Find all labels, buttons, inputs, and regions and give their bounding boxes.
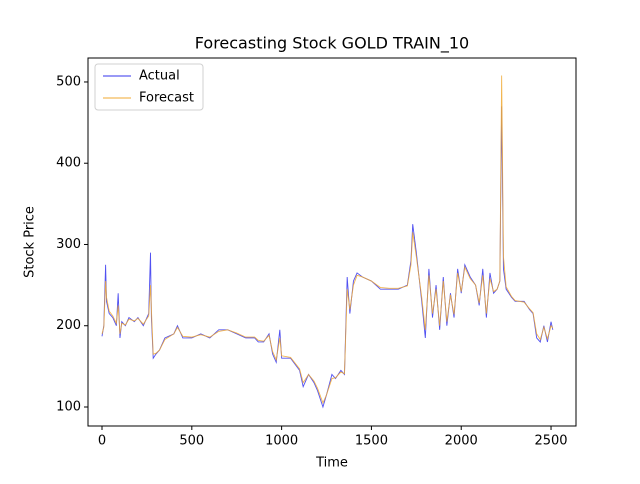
x-axis-label: Time [315, 456, 348, 471]
x-tick-label: 2500 [534, 434, 567, 449]
legend-label: Actual [139, 69, 180, 84]
y-tick-label: 400 [56, 156, 81, 171]
y-tick-label: 500 [56, 74, 81, 89]
chart-title: Forecasting Stock GOLD TRAIN_10 [195, 34, 469, 54]
y-tick-label: 300 [56, 237, 81, 252]
x-tick-label: 2000 [445, 434, 478, 449]
x-tick-label: 1000 [265, 434, 298, 449]
y-axis-label: Stock Price [23, 206, 38, 278]
x-tick-label: 500 [179, 434, 204, 449]
series-line [101, 106, 554, 409]
y-tick-label: 200 [56, 318, 81, 333]
x-tick-label: 0 [98, 434, 106, 449]
legend-label: Forecast [139, 91, 194, 106]
y-tick-label: 100 [56, 399, 81, 414]
plot-frame [87, 57, 577, 427]
x-tick-label: 1500 [355, 434, 388, 449]
series-line [101, 75, 554, 405]
